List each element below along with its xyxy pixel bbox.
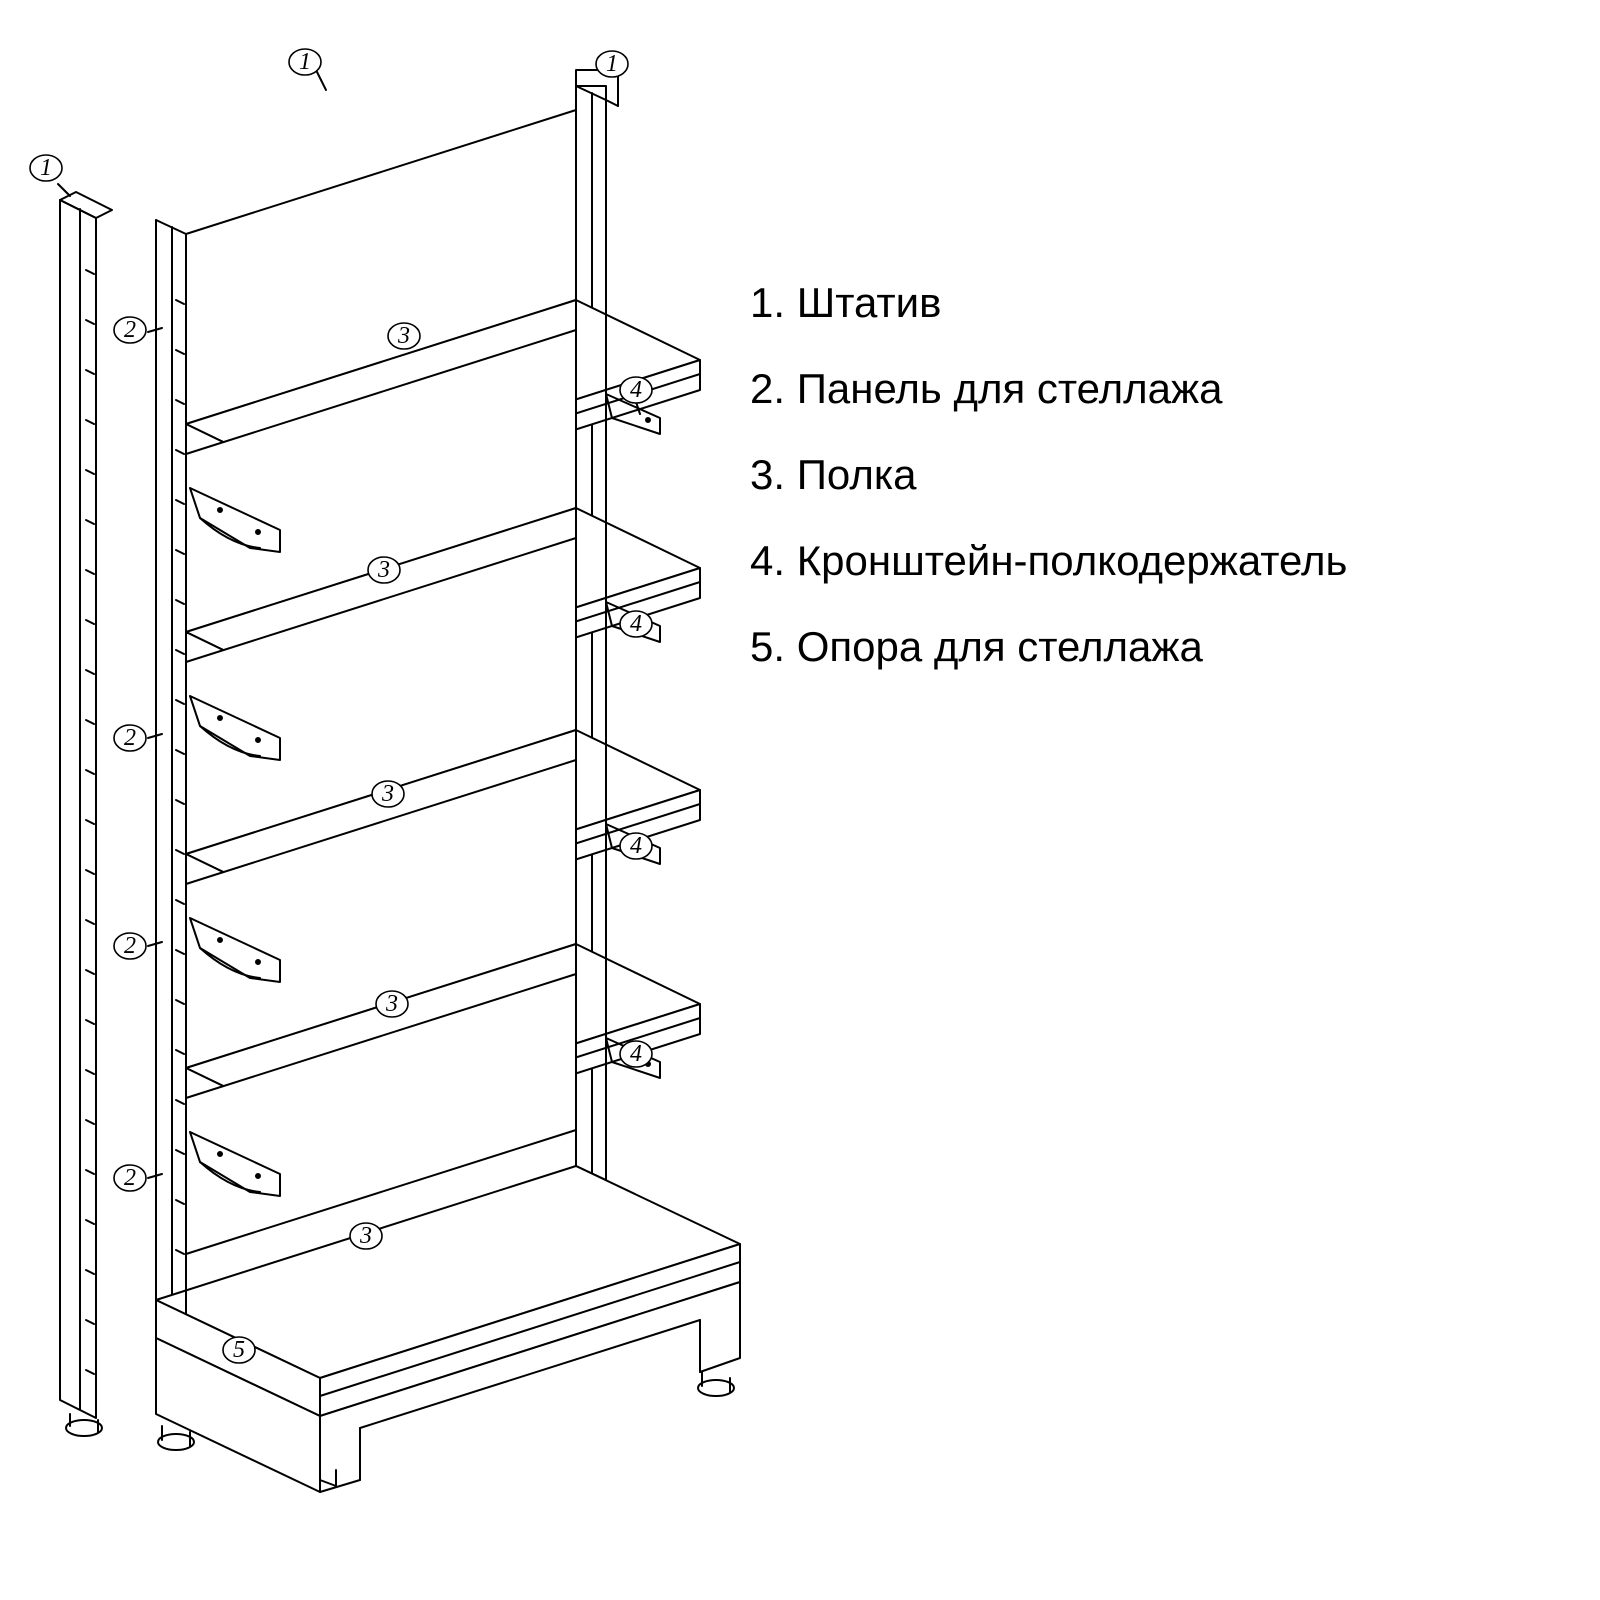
legend-num: 1. xyxy=(750,279,785,326)
svg-text:2: 2 xyxy=(124,725,136,751)
svg-text:1: 1 xyxy=(299,49,311,75)
legend-num: 4. xyxy=(750,537,785,584)
svg-text:3: 3 xyxy=(381,781,394,807)
legend-item-1: 1. Штатив xyxy=(750,260,1347,346)
legend-label: Панель для стеллажа xyxy=(797,365,1223,412)
svg-text:3: 3 xyxy=(385,991,398,1017)
svg-text:4: 4 xyxy=(630,833,642,859)
legend-label: Опора для стеллажа xyxy=(797,623,1203,670)
legend-item-3: 3. Полка xyxy=(750,432,1347,518)
svg-text:2: 2 xyxy=(124,317,136,343)
legend-item-2: 2. Панель для стеллажа xyxy=(750,346,1347,432)
legend-item-4: 4. Кронштейн-полкодержатель xyxy=(750,518,1347,604)
svg-text:1: 1 xyxy=(606,51,618,77)
legend-label: Штатив xyxy=(797,279,942,326)
legend-label: Полка xyxy=(797,451,917,498)
svg-text:3: 3 xyxy=(359,1223,372,1249)
legend-item-5: 5. Опора для стеллажа xyxy=(750,604,1347,690)
svg-text:3: 3 xyxy=(397,323,410,349)
legend-num: 5. xyxy=(750,623,785,670)
svg-text:3: 3 xyxy=(377,557,390,583)
diagram-canvas: { "diagram": { "type": "exploded-line-dr… xyxy=(0,0,1600,1600)
svg-text:2: 2 xyxy=(124,933,136,959)
svg-text:1: 1 xyxy=(40,155,52,181)
svg-text:4: 4 xyxy=(630,1041,642,1067)
legend: 1. Штатив 2. Панель для стеллажа 3. Полк… xyxy=(750,260,1347,690)
svg-text:5: 5 xyxy=(233,1337,245,1363)
svg-text:4: 4 xyxy=(630,611,642,637)
part-upright-main-left xyxy=(156,220,186,1314)
legend-label: Кронштейн-полкодержатель xyxy=(797,537,1348,584)
svg-text:4: 4 xyxy=(630,377,642,403)
svg-text:2: 2 xyxy=(124,1165,136,1191)
legend-num: 3. xyxy=(750,451,785,498)
legend-num: 2. xyxy=(750,365,785,412)
shelving-diagram: 1 1 1 2 2 2 2 3 3 3 3 3 4 4 4 4 5 xyxy=(0,0,1600,1600)
part-upright-left xyxy=(58,184,112,1436)
